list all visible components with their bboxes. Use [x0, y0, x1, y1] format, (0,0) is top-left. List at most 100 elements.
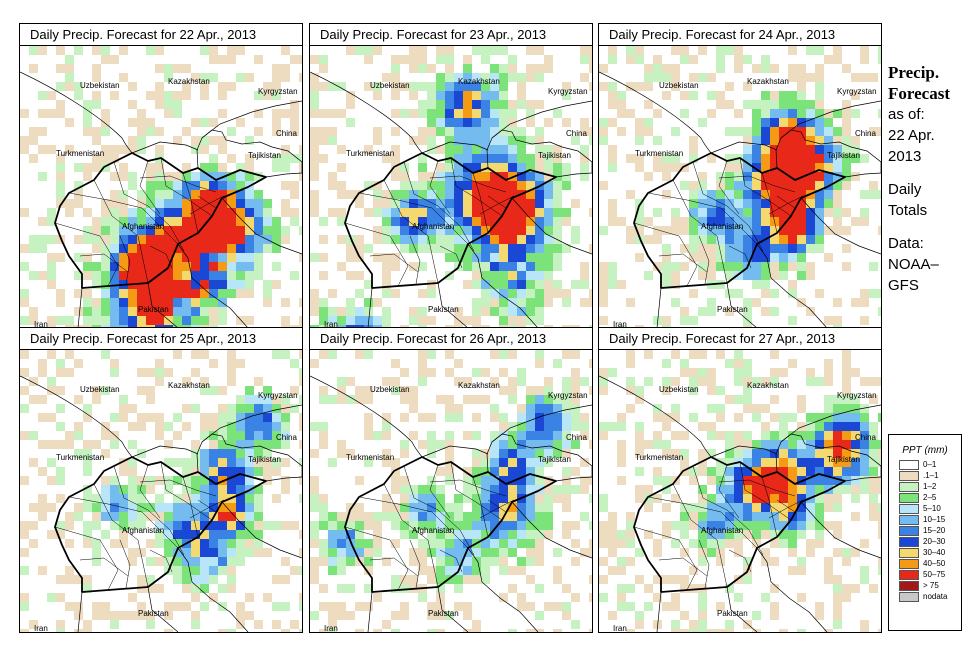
precip-cell: [553, 395, 562, 404]
precip-cell: [517, 262, 526, 271]
country-border: [511, 197, 592, 255]
precip-cell: [74, 422, 83, 431]
precip-cell: [508, 55, 517, 64]
precip-cell: [599, 575, 608, 584]
precip-cell: [517, 316, 526, 325]
precip-cell: [200, 280, 209, 289]
precip-cell: [689, 521, 698, 530]
precip-cell: [463, 226, 472, 235]
precip-cell: [92, 73, 101, 82]
precip-cell: [707, 73, 716, 82]
precip-cell: [472, 154, 481, 163]
precip-cell: [472, 172, 481, 181]
precip-cell: [734, 55, 743, 64]
precip-cell: [553, 262, 562, 271]
precip-cell: [752, 217, 761, 226]
province-boundary: [761, 476, 778, 538]
precip-cell: [191, 503, 200, 512]
precip-cell: [526, 217, 535, 226]
precip-cell: [689, 190, 698, 199]
precip-cell: [454, 503, 463, 512]
legend-label: 30–40: [923, 548, 946, 557]
precip-cell: [689, 620, 698, 629]
precip-cell: [337, 584, 346, 593]
precip-cell: [436, 494, 445, 503]
precip-cell: [481, 368, 490, 377]
precip-cell: [761, 593, 770, 602]
precip-cell: [815, 91, 824, 100]
precip-cell: [47, 440, 56, 449]
precip-cell: [263, 404, 272, 413]
precip-cell: [227, 431, 236, 440]
precip-cell: [173, 512, 182, 521]
precip-cell: [146, 485, 155, 494]
precip-cell: [101, 235, 110, 244]
precip-cell: [128, 316, 137, 325]
precip-cell: [427, 368, 436, 377]
precip-cell: [263, 82, 272, 91]
precip-cell: [373, 539, 382, 548]
legend-swatch: [899, 559, 919, 569]
legend-label: 15–20: [923, 526, 946, 535]
precip-cell: [382, 199, 391, 208]
country-label-iran: Iran: [324, 320, 338, 328]
precip-cell: [137, 307, 146, 316]
precip-cell: [236, 611, 245, 620]
precip-cell: [472, 109, 481, 118]
precip-cell: [382, 271, 391, 280]
precip-cell: [281, 413, 290, 422]
precip-cell: [806, 413, 815, 422]
precip-cell: [806, 431, 815, 440]
precip-cell: [427, 548, 436, 557]
precip-cell: [472, 566, 481, 575]
precip-cell: [20, 521, 29, 530]
precip-cell: [182, 253, 191, 262]
precip-cell: [644, 350, 653, 359]
precip-cell: [445, 226, 454, 235]
precip-cell: [680, 307, 689, 316]
precip-cell: [400, 494, 409, 503]
precip-cell: [562, 163, 571, 172]
precip-cell: [788, 521, 797, 530]
country-label-uzbekistan: Uzbekistan: [80, 81, 120, 90]
precip-cell: [562, 386, 571, 395]
precip-cell: [418, 64, 427, 73]
country-label-afghanistan: Afghanistan: [412, 222, 454, 231]
legend-label: 40–50: [923, 559, 946, 568]
precip-cell: [337, 316, 346, 325]
precip-cell: [128, 458, 137, 467]
precip-cell: [346, 190, 355, 199]
afghanistan-outline: [633, 152, 846, 289]
precip-cell: [263, 91, 272, 100]
precip-cell: [833, 593, 842, 602]
precip-cell: [92, 521, 101, 530]
precip-cell: [860, 208, 869, 217]
precip-cell: [146, 217, 155, 226]
precip-cell: [281, 557, 290, 566]
precip-cell: [716, 91, 725, 100]
precip-cell: [328, 521, 337, 530]
precip-cell: [236, 431, 245, 440]
legend-swatch: [899, 460, 919, 470]
precip-cell: [92, 316, 101, 325]
precip-cell: [146, 611, 155, 620]
province-boundary: [189, 195, 225, 215]
precip-cell: [463, 154, 472, 163]
precip-cell: [364, 55, 373, 64]
precip-cell: [200, 235, 209, 244]
forecast-map-panel: Daily Precip. Forecast for 26 Apr., 2013…: [309, 327, 593, 633]
legend-label: 1–2: [923, 482, 937, 491]
precip-cell: [110, 620, 119, 629]
precip-cell: [589, 127, 592, 136]
precip-cell: [83, 208, 92, 217]
country-label-tajikistan: Tajikistan: [248, 151, 281, 160]
precip-cell: [200, 289, 209, 298]
precip-cell: [635, 422, 644, 431]
precip-cell: [254, 503, 263, 512]
precip-cell: [83, 413, 92, 422]
precip-cell: [599, 226, 608, 235]
precip-cell: [56, 476, 65, 485]
precip-cell: [824, 458, 833, 467]
precip-cell: [842, 413, 851, 422]
precip-cell: [707, 154, 716, 163]
